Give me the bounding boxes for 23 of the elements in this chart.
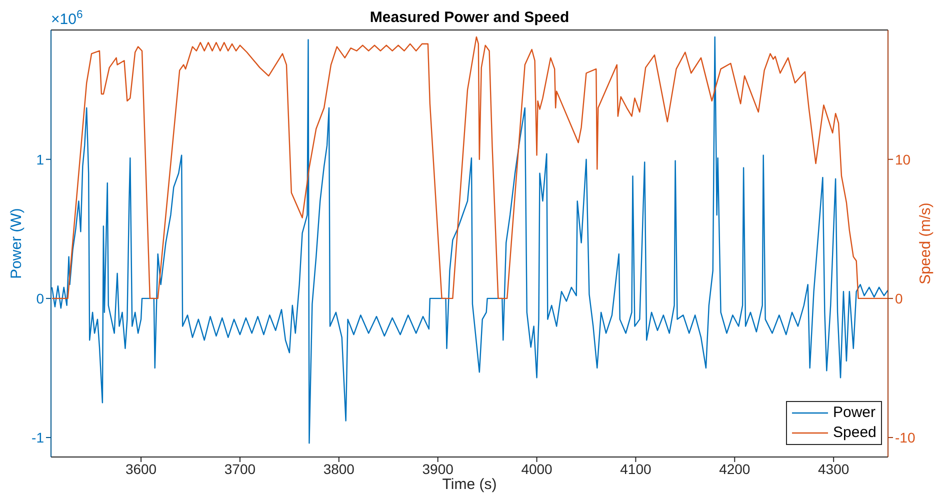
chart-title: Measured Power and Speed (370, 9, 570, 26)
x-tick-label: 4000 (521, 460, 553, 477)
x-tick-label: 3900 (422, 460, 454, 477)
legend-label: Power (833, 403, 876, 423)
y2-tick-label: 0 (895, 290, 903, 306)
x-tick-label: 4200 (719, 460, 750, 477)
x-tick-label: 4300 (818, 460, 850, 477)
line-series (51, 36, 888, 300)
legend-label: Speed (833, 423, 876, 443)
x-tick-label: 4100 (620, 460, 652, 477)
text: ×10$^{6}$ (51, 9, 83, 28)
y2-tick-label: 10 (895, 151, 911, 168)
y-tick-label: -1 (32, 430, 44, 446)
x-tick-label: 3600 (125, 460, 157, 477)
y2-axis-title: Speed (m/s) (917, 202, 934, 284)
line-series (51, 36, 888, 444)
x-tick-label: 3800 (323, 460, 355, 477)
y-tick-label: 1 (36, 151, 44, 168)
y-tick-label: 0 (36, 290, 44, 306)
y2-tick-label: -10 (895, 430, 916, 446)
x-tick-label: 3700 (224, 460, 256, 477)
x-axis-title: Time (s) (442, 476, 497, 493)
y-axis-title: Power (W) (8, 208, 25, 279)
